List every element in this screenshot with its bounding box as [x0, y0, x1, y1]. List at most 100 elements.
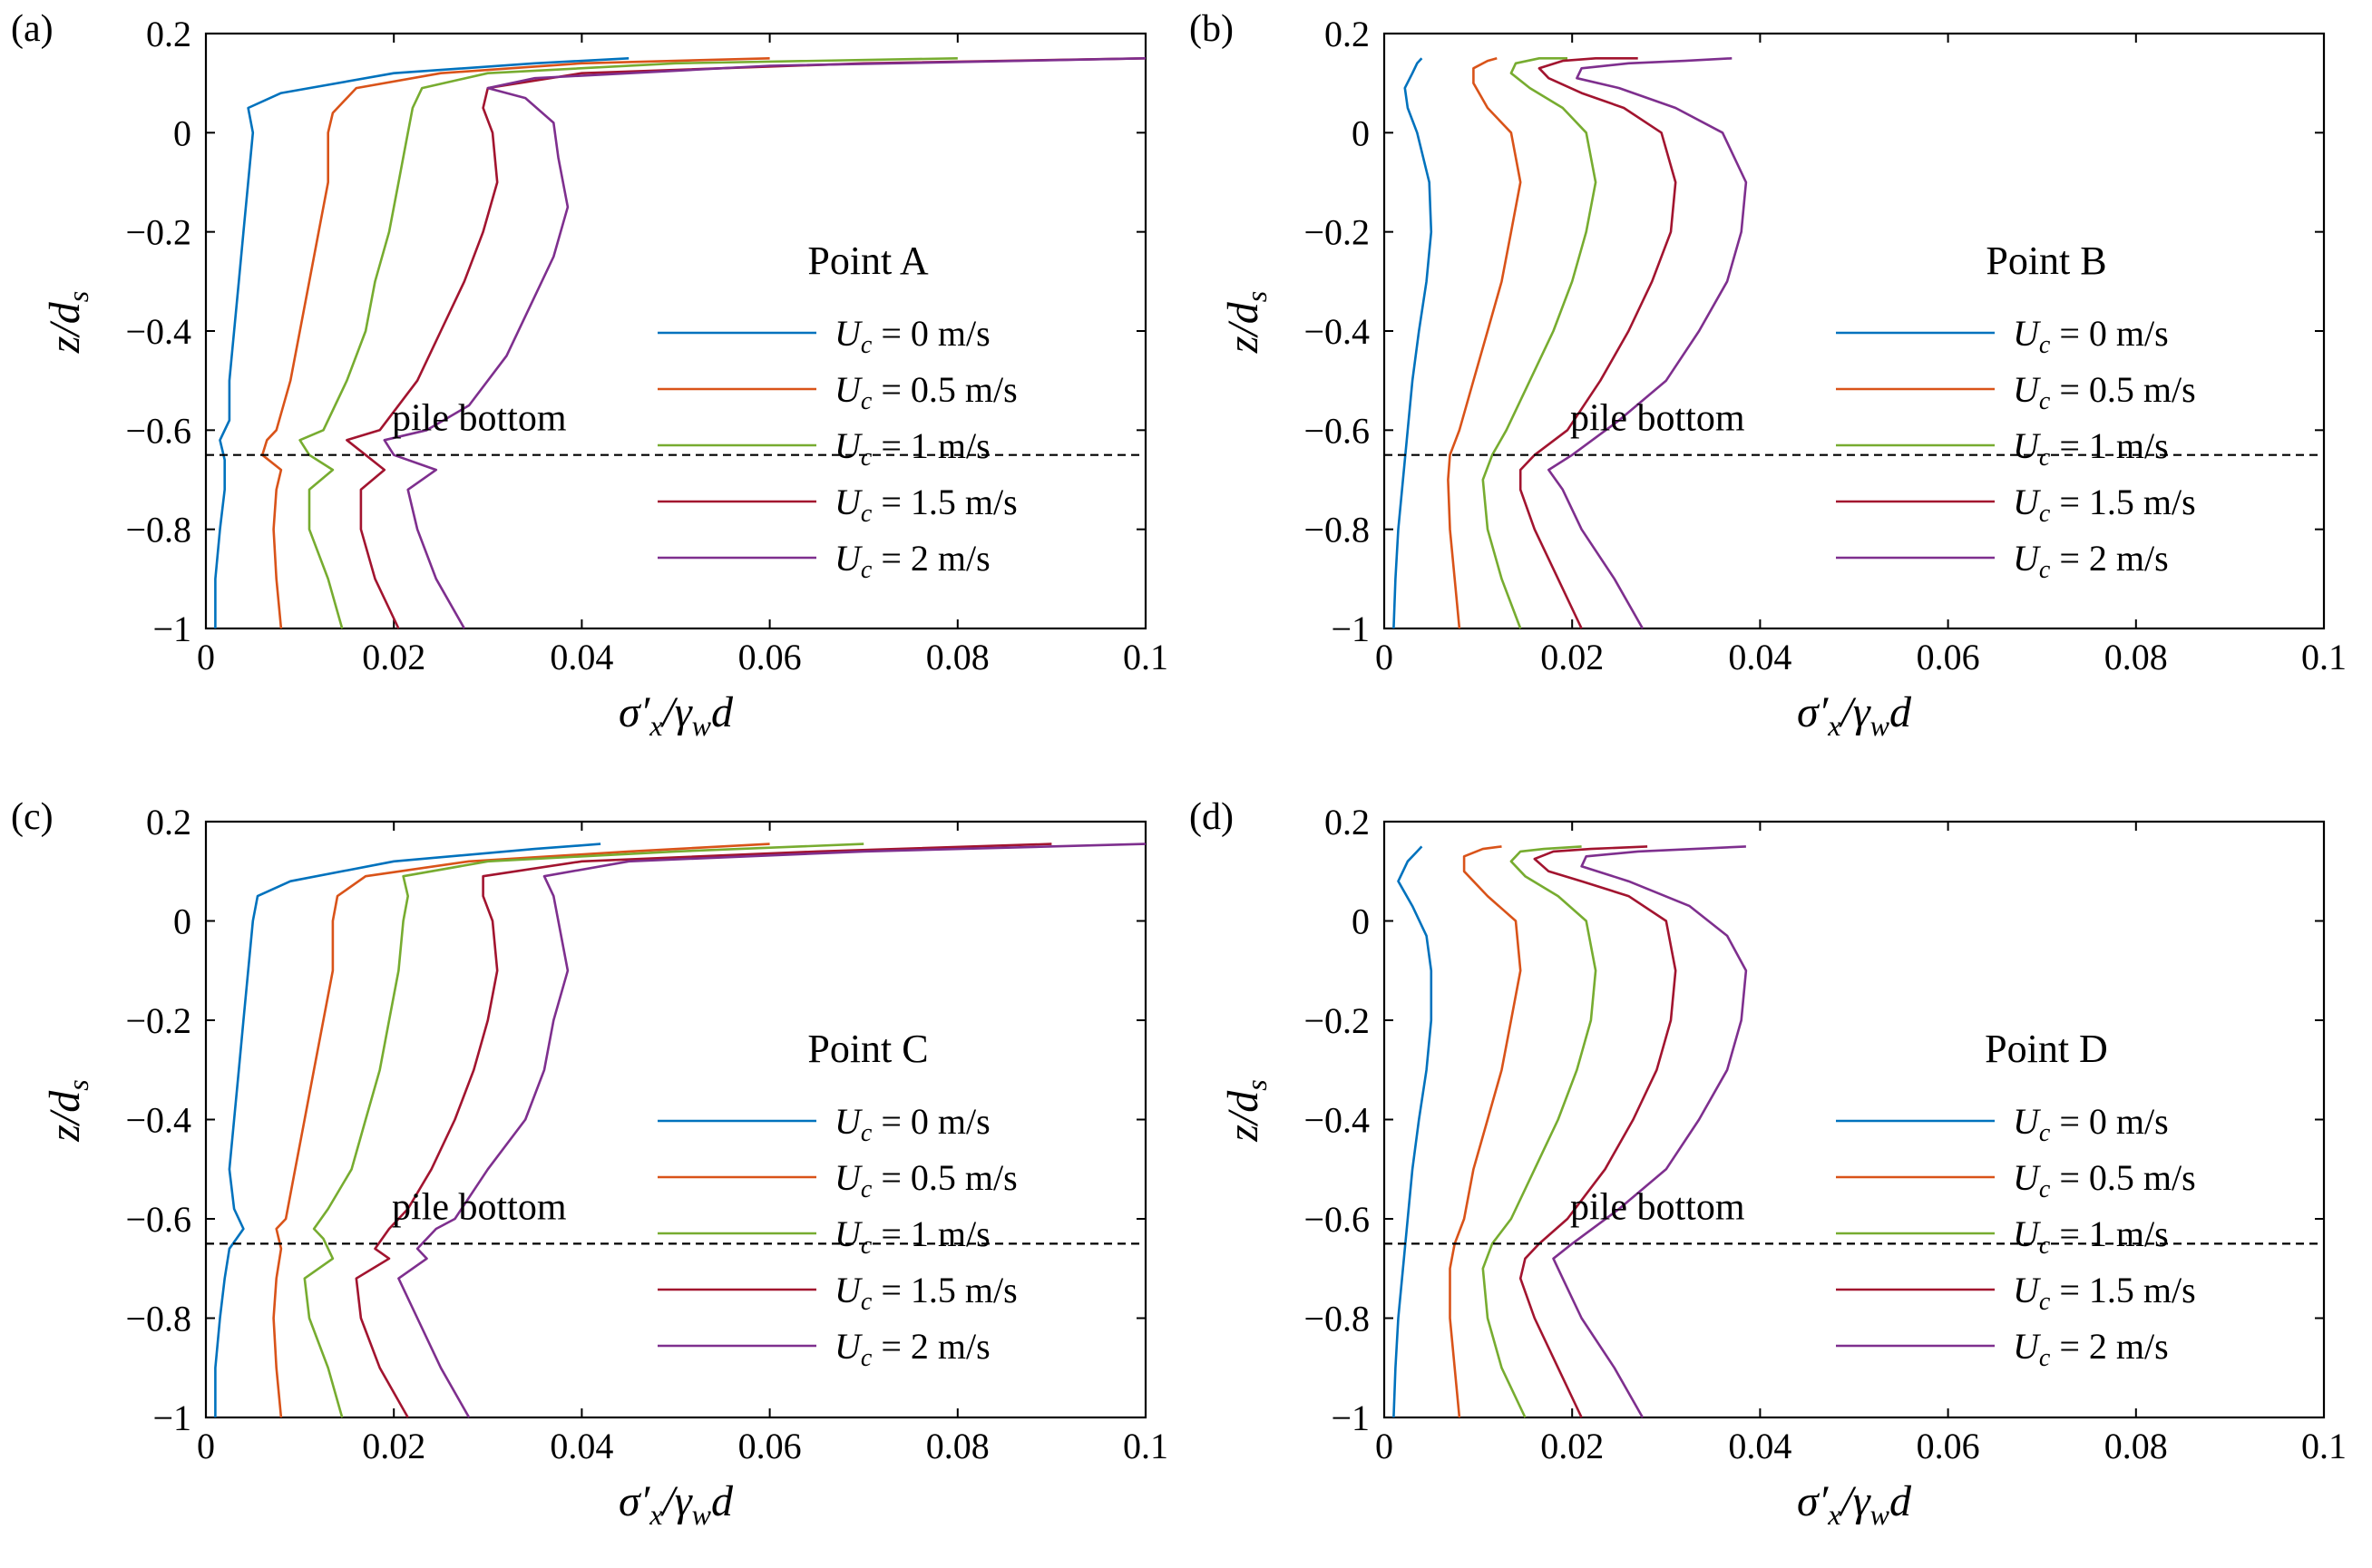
- x-tick-label: 0.02: [362, 637, 425, 677]
- y-tick-label: −1: [1331, 609, 1370, 649]
- panel-title: Point C: [807, 1027, 928, 1071]
- plot-area: [1382, 820, 2326, 1419]
- x-tick-label: 0.1: [1123, 637, 1168, 677]
- x-axis-label: σ′x/γwd: [619, 1477, 734, 1531]
- y-tick-label: 0.2: [1324, 14, 1370, 54]
- legend-label-4: Uc = 1.5 m/s: [2013, 482, 2196, 528]
- x-axis-label: σ′x/γwd: [1797, 1477, 1912, 1531]
- legend-label-1: Uc = 0 m/s: [2013, 313, 2169, 359]
- legend-label-2: Uc = 0.5 m/s: [2013, 1157, 2196, 1203]
- y-tick-label: −0.2: [125, 1000, 191, 1041]
- y-tick-label: −0.2: [1303, 1000, 1370, 1041]
- series-line-5: [1552, 845, 1748, 1418]
- legend-label-4: Uc = 1.5 m/s: [835, 1270, 1018, 1316]
- x-tick-label: 0.06: [738, 1426, 802, 1466]
- y-axis-label: z/ds: [1219, 1079, 1273, 1142]
- panel-title: Point B: [1986, 239, 2106, 283]
- y-tick-label: 0: [1352, 112, 1370, 153]
- x-axis-label: σ′x/γwd: [1797, 688, 1912, 742]
- y-tick-label: 0.2: [146, 802, 191, 842]
- legend-label-3: Uc = 1 m/s: [835, 1213, 991, 1260]
- y-tick-label: −0.8: [125, 510, 191, 550]
- plot-area: [1382, 32, 2326, 630]
- y-tick-label: −0.2: [125, 212, 191, 253]
- x-tick-label: 0.02: [1540, 637, 1604, 677]
- series-line-3: [1481, 57, 1597, 629]
- legend-label-3: Uc = 1 m/s: [2013, 425, 2169, 472]
- x-tick-label: 0.06: [738, 637, 802, 677]
- x-tick-label: 0.08: [926, 1426, 990, 1466]
- y-tick-label: 0: [1352, 901, 1370, 942]
- x-tick-label: 0.02: [1540, 1426, 1604, 1466]
- y-axis-label: z/ds: [41, 1079, 94, 1142]
- y-tick-label: −0.8: [1303, 510, 1370, 550]
- series-line-5: [383, 57, 1147, 629]
- legend-label-1: Uc = 0 m/s: [2013, 1101, 2169, 1147]
- x-tick-label: 0.08: [2104, 637, 2168, 677]
- x-tick-label: 0: [1375, 637, 1393, 677]
- panel-label: (b): [1189, 8, 1234, 50]
- legend-label-2: Uc = 0.5 m/s: [835, 1157, 1018, 1203]
- legend-label-4: Uc = 1.5 m/s: [835, 482, 1018, 528]
- x-tick-label: 0.04: [1728, 637, 1791, 677]
- panel-4: 0 0.02 0.04 0.06 0.08 0.1 0.2 0 −0.2 −0.4 −0.6 −0.8…: [1189, 796, 2347, 1531]
- pile-bottom-annotation: pile bottom: [1570, 398, 1745, 440]
- panel-title: Point A: [807, 239, 928, 283]
- x-tick-label: 0: [1375, 1426, 1393, 1466]
- y-tick-label: −0.4: [1303, 311, 1370, 352]
- y-tick-label: −0.8: [125, 1299, 191, 1339]
- y-axis-label: z/ds: [41, 291, 94, 354]
- legend-label-1: Uc = 0 m/s: [835, 313, 991, 359]
- y-tick-label: 0.2: [1324, 802, 1370, 842]
- x-axis-label: σ′x/γwd: [619, 688, 734, 742]
- y-tick-label: 0: [173, 112, 191, 153]
- x-tick-label: 0.08: [2104, 1426, 2168, 1466]
- series-line-3: [298, 57, 958, 629]
- series-line-1: [214, 842, 601, 1417]
- x-tick-label: 0.02: [362, 1426, 425, 1466]
- x-tick-label: 0: [197, 637, 215, 677]
- x-tick-label: 0: [197, 1426, 215, 1466]
- legend-label-2: Uc = 0.5 m/s: [2013, 369, 2196, 415]
- plot-area: [204, 820, 1147, 1419]
- x-tick-label: 0.06: [1917, 637, 1980, 677]
- pile-bottom-annotation: pile bottom: [1570, 1186, 1745, 1228]
- legend-label-3: Uc = 1 m/s: [835, 425, 991, 472]
- legend-label-5: Uc = 2 m/s: [835, 538, 991, 584]
- y-axis-label: z/ds: [1219, 291, 1273, 354]
- y-tick-label: −0.2: [1303, 212, 1370, 253]
- x-tick-label: 0.1: [2301, 637, 2347, 677]
- legend-label-5: Uc = 2 m/s: [2013, 1326, 2169, 1372]
- panel-label: (a): [11, 8, 54, 50]
- legend-label-5: Uc = 2 m/s: [2013, 538, 2169, 584]
- y-tick-label: 0.2: [146, 14, 191, 54]
- x-tick-label: 0.06: [1917, 1426, 1980, 1466]
- series-line-3: [303, 842, 864, 1418]
- series-line-4: [1518, 57, 1677, 629]
- legend-label-3: Uc = 1 m/s: [2013, 1213, 2169, 1260]
- y-tick-label: −0.4: [125, 311, 191, 352]
- pile-bottom-annotation: pile bottom: [392, 398, 567, 440]
- y-tick-label: −0.6: [125, 1199, 191, 1240]
- y-tick-label: 0: [173, 901, 191, 942]
- series-line-1: [1392, 57, 1433, 629]
- y-tick-label: −0.6: [125, 410, 191, 451]
- y-tick-label: −0.8: [1303, 1299, 1370, 1339]
- x-tick-label: 0.08: [926, 637, 990, 677]
- series-line-5: [397, 842, 1147, 1418]
- legend-label-5: Uc = 2 m/s: [835, 1326, 991, 1372]
- series-line-4: [1518, 845, 1677, 1418]
- panel-1: 0 0.02 0.04 0.06 0.08 0.1 0.2 0 −0.2 −0.4 −0.6 −0.8…: [11, 8, 1168, 742]
- legend-label-2: Uc = 0.5 m/s: [835, 369, 1018, 415]
- y-tick-label: −0.4: [1303, 1100, 1370, 1141]
- y-tick-label: −1: [1331, 1398, 1370, 1438]
- y-tick-label: −0.4: [125, 1100, 191, 1141]
- x-tick-label: 0.04: [550, 1426, 613, 1466]
- series-line-2: [1449, 845, 1522, 1418]
- pile-bottom-annotation: pile bottom: [392, 1186, 567, 1228]
- y-tick-label: −1: [152, 1398, 191, 1438]
- x-tick-label: 0.04: [550, 637, 613, 677]
- panel-3: 0 0.02 0.04 0.06 0.08 0.1 0.2 0 −0.2 −0.4 −0.6 −0.8…: [11, 796, 1168, 1531]
- y-tick-label: −1: [152, 609, 191, 649]
